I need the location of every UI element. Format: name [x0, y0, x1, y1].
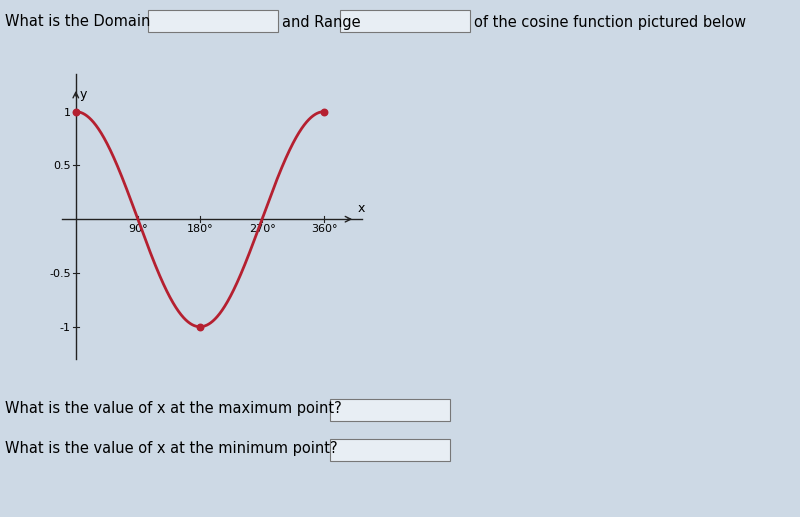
Text: y: y [80, 88, 87, 101]
Point [318, 108, 330, 116]
Text: What is the Domain: What is the Domain [5, 14, 150, 29]
Text: What is the value of x at the maximum point?: What is the value of x at the maximum po… [5, 402, 342, 417]
FancyBboxPatch shape [330, 439, 450, 461]
Point [70, 108, 82, 116]
FancyBboxPatch shape [330, 399, 450, 421]
FancyBboxPatch shape [340, 10, 470, 32]
Text: of the cosine function pictured below: of the cosine function pictured below [474, 14, 746, 29]
FancyBboxPatch shape [148, 10, 278, 32]
Point [194, 323, 206, 331]
Text: and Range: and Range [282, 14, 361, 29]
Text: What is the value of x at the minimum point?: What is the value of x at the minimum po… [5, 442, 338, 457]
Text: x: x [357, 202, 365, 215]
